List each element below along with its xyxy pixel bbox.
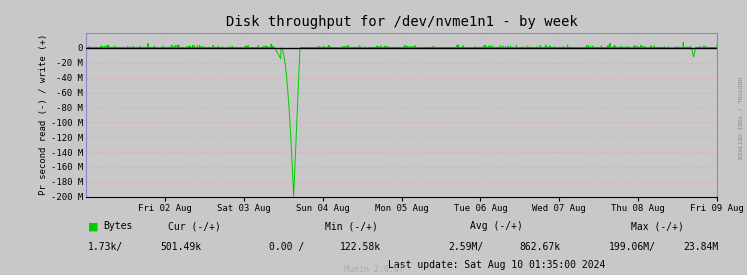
Text: 23.84M: 23.84M	[684, 242, 719, 252]
Text: Last update: Sat Aug 10 01:35:00 2024: Last update: Sat Aug 10 01:35:00 2024	[388, 260, 605, 270]
Text: 0.00 /: 0.00 /	[269, 242, 304, 252]
Text: 501.49k: 501.49k	[161, 242, 202, 252]
Text: Max (-/+): Max (-/+)	[631, 221, 684, 231]
Text: Avg (-/+): Avg (-/+)	[471, 221, 523, 231]
Text: 199.06M/: 199.06M/	[609, 242, 656, 252]
Text: 2.59M/: 2.59M/	[448, 242, 483, 252]
Text: 862.67k: 862.67k	[519, 242, 560, 252]
Text: RRDTOOL / TOBI OETIKER: RRDTOOL / TOBI OETIKER	[737, 77, 742, 160]
Text: Min (-/+): Min (-/+)	[325, 221, 377, 231]
Y-axis label: Pr second read (-) / write (+): Pr second read (-) / write (+)	[39, 34, 48, 196]
Text: Cur (-/+): Cur (-/+)	[168, 221, 220, 231]
Text: 1.73k/: 1.73k/	[88, 242, 123, 252]
Text: Bytes: Bytes	[103, 221, 132, 231]
Text: Munin 2.0.67: Munin 2.0.67	[344, 265, 403, 274]
Text: ■: ■	[88, 221, 99, 231]
Text: 122.58k: 122.58k	[340, 242, 381, 252]
Title: Disk throughput for /dev/nvme1n1 - by week: Disk throughput for /dev/nvme1n1 - by we…	[226, 15, 577, 29]
